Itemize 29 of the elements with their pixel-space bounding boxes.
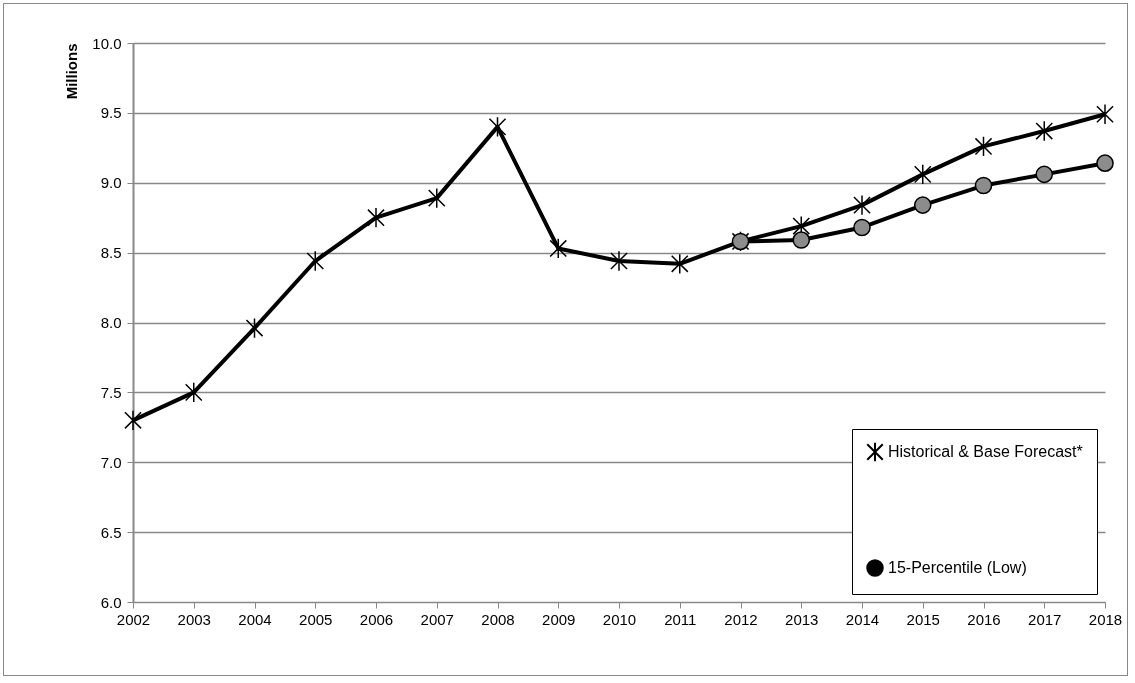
x-tick-label: 2012 [724,610,758,628]
legend-label: 15-Percentile (Low) [888,559,1027,576]
x-tick-label: 2008 [481,610,515,628]
x-tick-label: 2007 [420,610,454,628]
x-tick-label: 2006 [359,610,394,628]
y-tick-label: 10.0 [92,34,122,52]
x-tick-label: 2003 [177,610,211,628]
x-tick-label: 2002 [116,610,151,628]
y-tick-label: 6.0 [100,593,122,611]
y-tick-label: 7.5 [100,383,122,401]
y-tick-label: 9.5 [100,104,122,122]
x-tick-label: 2010 [602,610,637,628]
x-tick-label: 2017 [1028,610,1062,628]
x-tick-label: 2005 [299,610,333,628]
y-tick-label: 6.5 [100,523,122,541]
x-tick-label: 2016 [967,610,1001,628]
x-tick-label: 2004 [238,610,272,628]
y-tick-label: 7.0 [100,453,122,471]
x-tick-label: 2011 [664,610,697,628]
x-tick-label: 2014 [845,610,880,628]
x-tick-label: 2009 [542,610,576,628]
y-tick-label: 8.5 [100,244,122,262]
y-tick-label: 8.0 [100,314,122,331]
x-tick-label: 2015 [906,610,940,628]
legend-label: Historical & Base Forecast* [888,443,1083,460]
y-tick-label: 9.0 [100,174,122,192]
x-tick-label: 2013 [785,610,819,628]
y-axis-title: Millions [63,43,81,100]
x-tick-label: 2018 [1088,610,1123,628]
